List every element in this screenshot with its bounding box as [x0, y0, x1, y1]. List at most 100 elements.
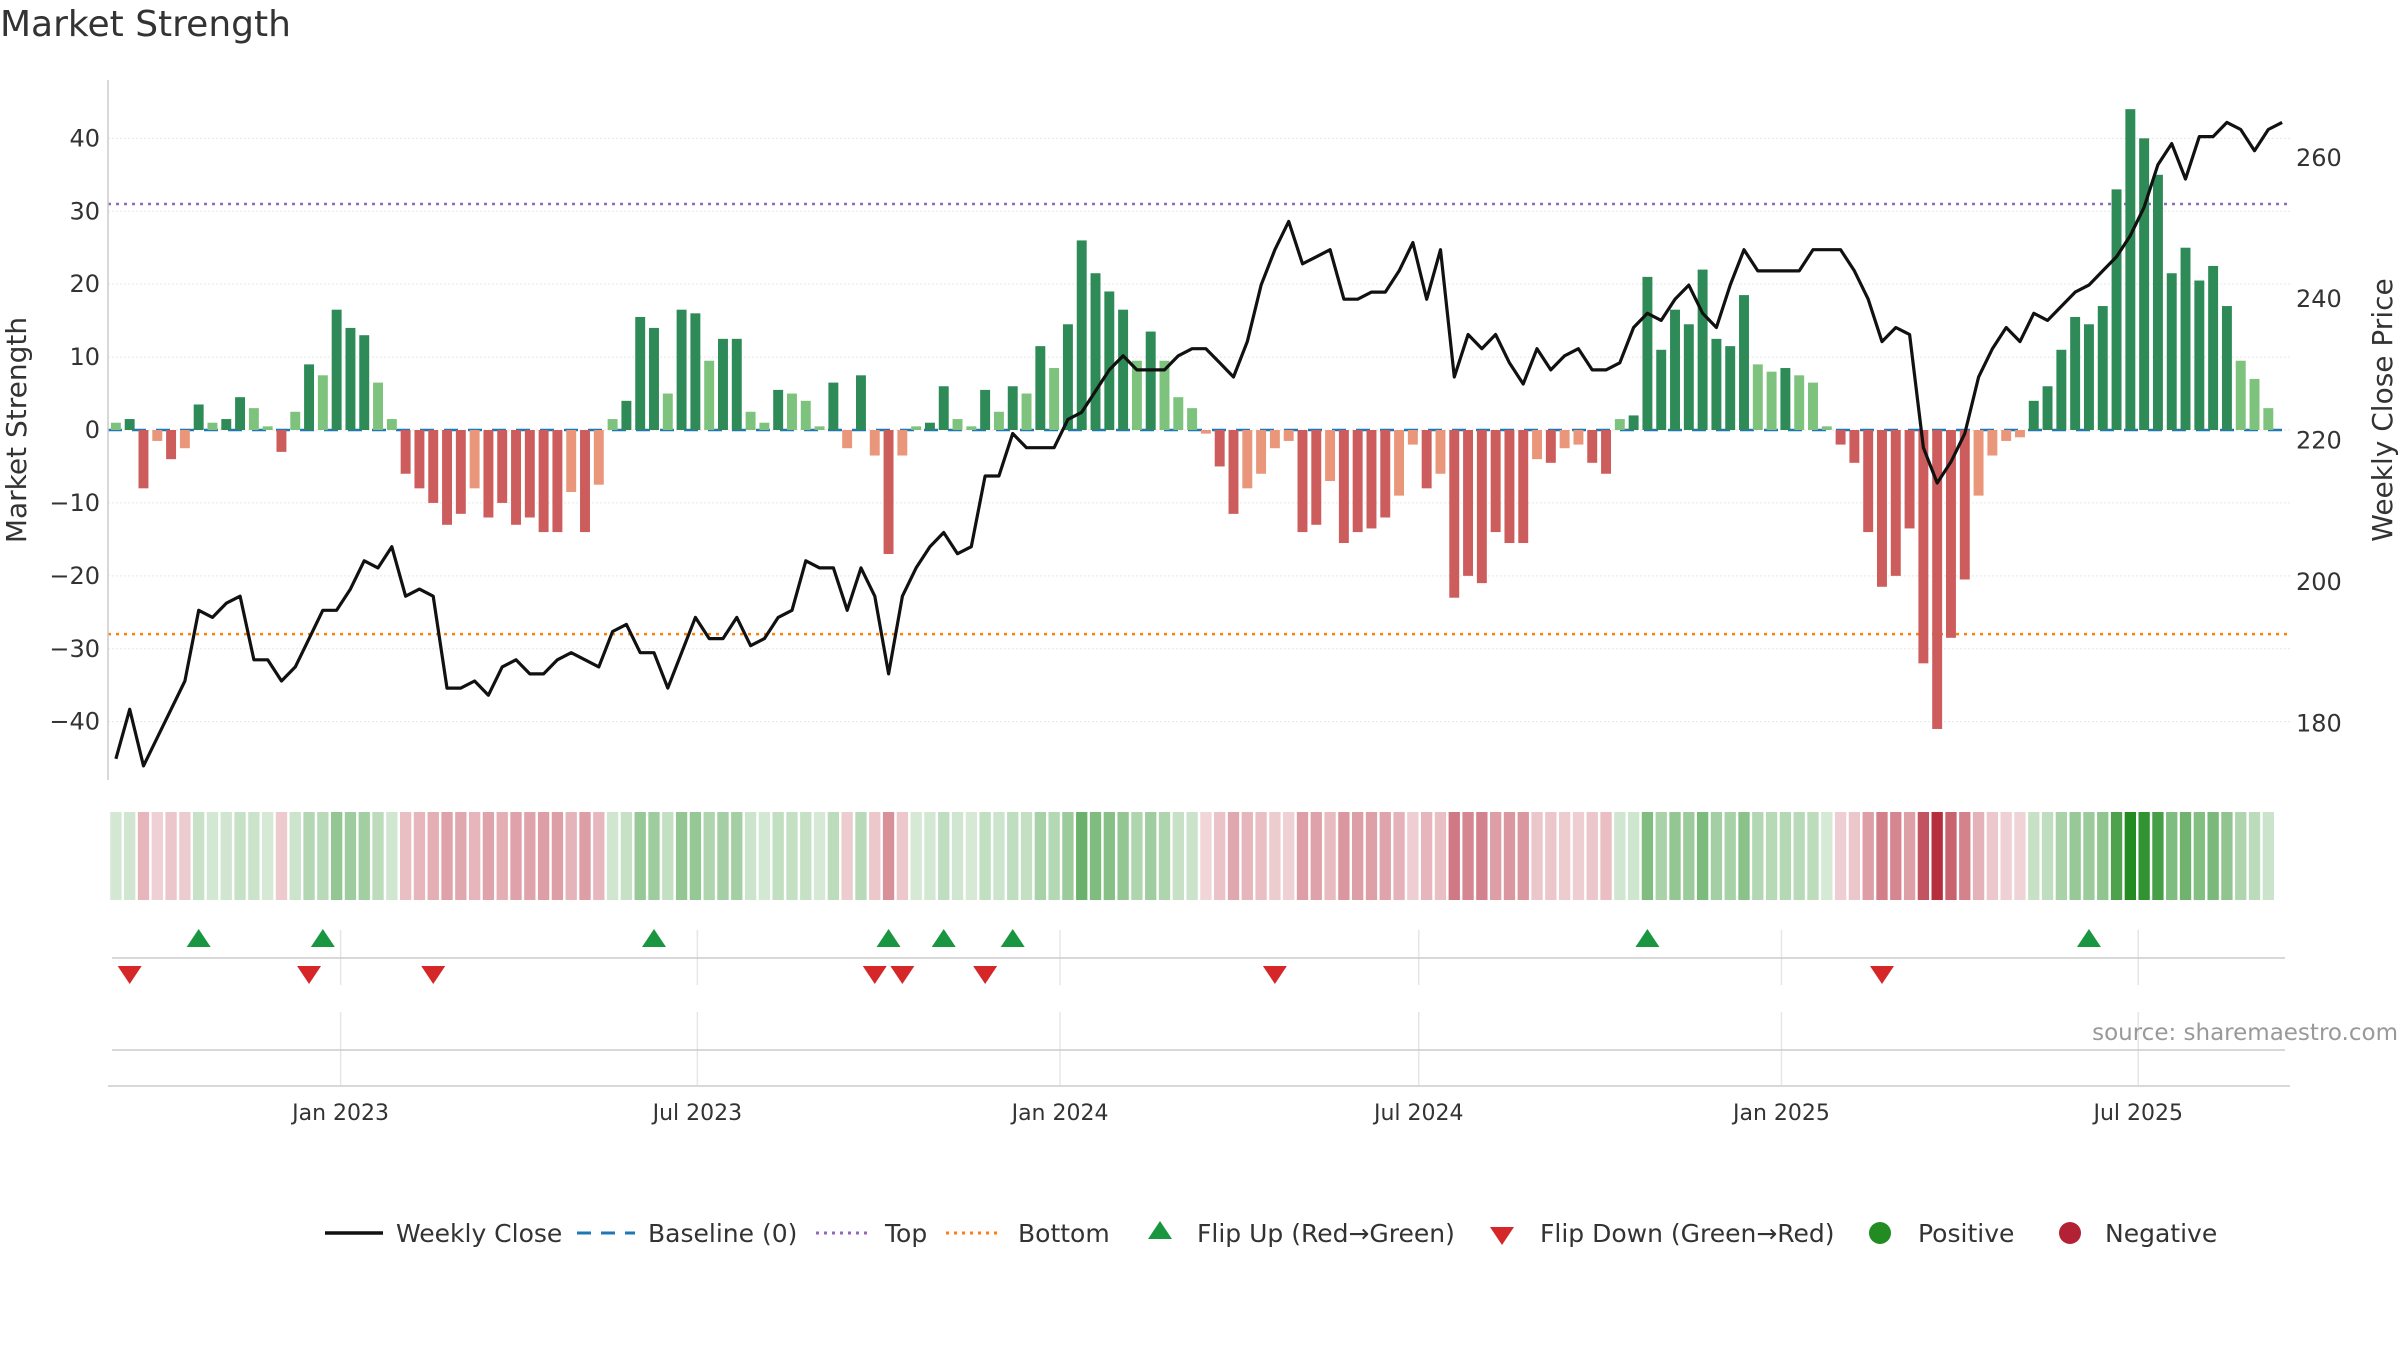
strength-bar	[193, 404, 204, 430]
flip-up-marker	[1000, 929, 1025, 947]
heat-cell	[1779, 812, 1792, 900]
heat-cell	[289, 812, 301, 900]
heat-cell	[2014, 812, 2026, 900]
heat-cell	[1158, 812, 1171, 900]
strength-bar	[1214, 430, 1225, 467]
strength-bar	[690, 313, 701, 430]
legend-label: Weekly Close	[396, 1219, 562, 1248]
strength-bar	[1256, 430, 1267, 474]
heat-cell	[1655, 812, 1667, 900]
strength-bar	[1173, 397, 1184, 430]
chart-title: Market Strength	[0, 4, 291, 45]
heat-cell	[2166, 812, 2178, 900]
heat-cell	[786, 812, 798, 900]
strength-bar	[1587, 430, 1598, 463]
flip-down-marker	[973, 966, 998, 984]
heat-cell	[524, 812, 536, 900]
y2-tick-label: 200	[2296, 568, 2342, 596]
y-tick-label: −10	[49, 489, 100, 517]
heat-cell	[1062, 812, 1074, 900]
heat-cell	[2193, 812, 2205, 900]
strength-bar	[855, 375, 866, 430]
strength-bar	[1573, 430, 1584, 445]
heat-cell	[137, 812, 150, 900]
strength-bar	[1007, 386, 1018, 430]
heat-cell	[703, 812, 715, 900]
strength-bar	[1918, 430, 1929, 664]
strength-bar	[1131, 360, 1142, 430]
heat-cell	[358, 812, 370, 900]
heat-cell	[869, 812, 881, 900]
weekly-close-line	[114, 120, 2283, 768]
heat-cell	[855, 812, 867, 900]
flip-down-marker	[890, 966, 915, 984]
strength-bar	[1090, 273, 1101, 430]
strength-bar	[759, 422, 770, 430]
strength-bars	[110, 109, 2274, 729]
heat-cell	[2110, 812, 2123, 900]
heat-cell	[1255, 812, 1267, 900]
heat-cell	[2055, 812, 2068, 900]
heat-cell	[1352, 812, 1364, 900]
heat-cell	[1462, 812, 1474, 900]
strength-bar	[1932, 430, 1943, 729]
strength-bar	[2221, 306, 2232, 430]
legend-label: Positive	[1918, 1219, 2014, 1248]
strength-bar	[676, 309, 687, 430]
strength-bar	[442, 430, 452, 525]
heat-cell	[979, 812, 991, 900]
strength-bar	[1849, 430, 1860, 463]
heat-cell	[1765, 812, 1778, 900]
heat-cell	[206, 812, 219, 900]
strength-bar	[1021, 393, 1032, 430]
heat-cell	[2152, 812, 2164, 900]
heat-cell	[1683, 812, 1695, 900]
heat-cell	[1986, 812, 1999, 900]
strength-bar	[883, 430, 894, 554]
heat-cell	[1227, 812, 1240, 900]
flip-up-marker	[641, 929, 666, 947]
strength-bar	[580, 430, 590, 533]
strength-bar	[2180, 247, 2191, 430]
heat-cell	[951, 812, 964, 900]
y-tick-label: 0	[85, 416, 100, 444]
heat-cell	[1696, 812, 1709, 900]
strength-bar	[814, 426, 825, 430]
strength-bar	[524, 430, 535, 518]
heat-cell	[1283, 812, 1295, 900]
strength-bar	[1697, 269, 1708, 430]
strength-bar	[1242, 430, 1253, 489]
strength-bar	[1752, 364, 1763, 430]
strength-bar	[428, 430, 439, 503]
heat-cell	[1338, 812, 1350, 900]
y2-tick-label: 260	[2296, 144, 2342, 172]
heat-cell	[537, 812, 550, 900]
heat-cell	[441, 812, 453, 900]
strength-bar	[897, 430, 908, 456]
legend-label: Negative	[2105, 1219, 2217, 1248]
strength-bar	[235, 397, 246, 430]
heat-cell	[455, 812, 467, 900]
heat-cell	[386, 812, 398, 900]
strength-bar	[455, 430, 466, 514]
flip-down-marker	[117, 966, 142, 984]
heat-cell	[413, 812, 426, 900]
heat-cell	[1641, 812, 1654, 900]
heat-cell	[1572, 812, 1585, 900]
strength-bar	[1877, 430, 1887, 587]
heat-cell	[193, 812, 205, 900]
heat-cell	[1145, 812, 1157, 900]
legend-flip-up-icon	[1148, 1221, 1172, 1239]
heat-cell	[1586, 812, 1598, 900]
heat-cell	[772, 812, 784, 900]
flip-up-marker	[1635, 929, 1660, 947]
heat-cell	[689, 812, 702, 900]
strength-bar	[1476, 430, 1487, 584]
heat-cell	[1048, 812, 1060, 900]
strength-bar	[248, 408, 259, 430]
strength-bar	[1076, 240, 1087, 430]
strength-bar	[276, 430, 287, 452]
strength-bar	[1821, 426, 1832, 430]
heat-cell	[2097, 812, 2109, 900]
heat-cell	[1089, 812, 1102, 900]
